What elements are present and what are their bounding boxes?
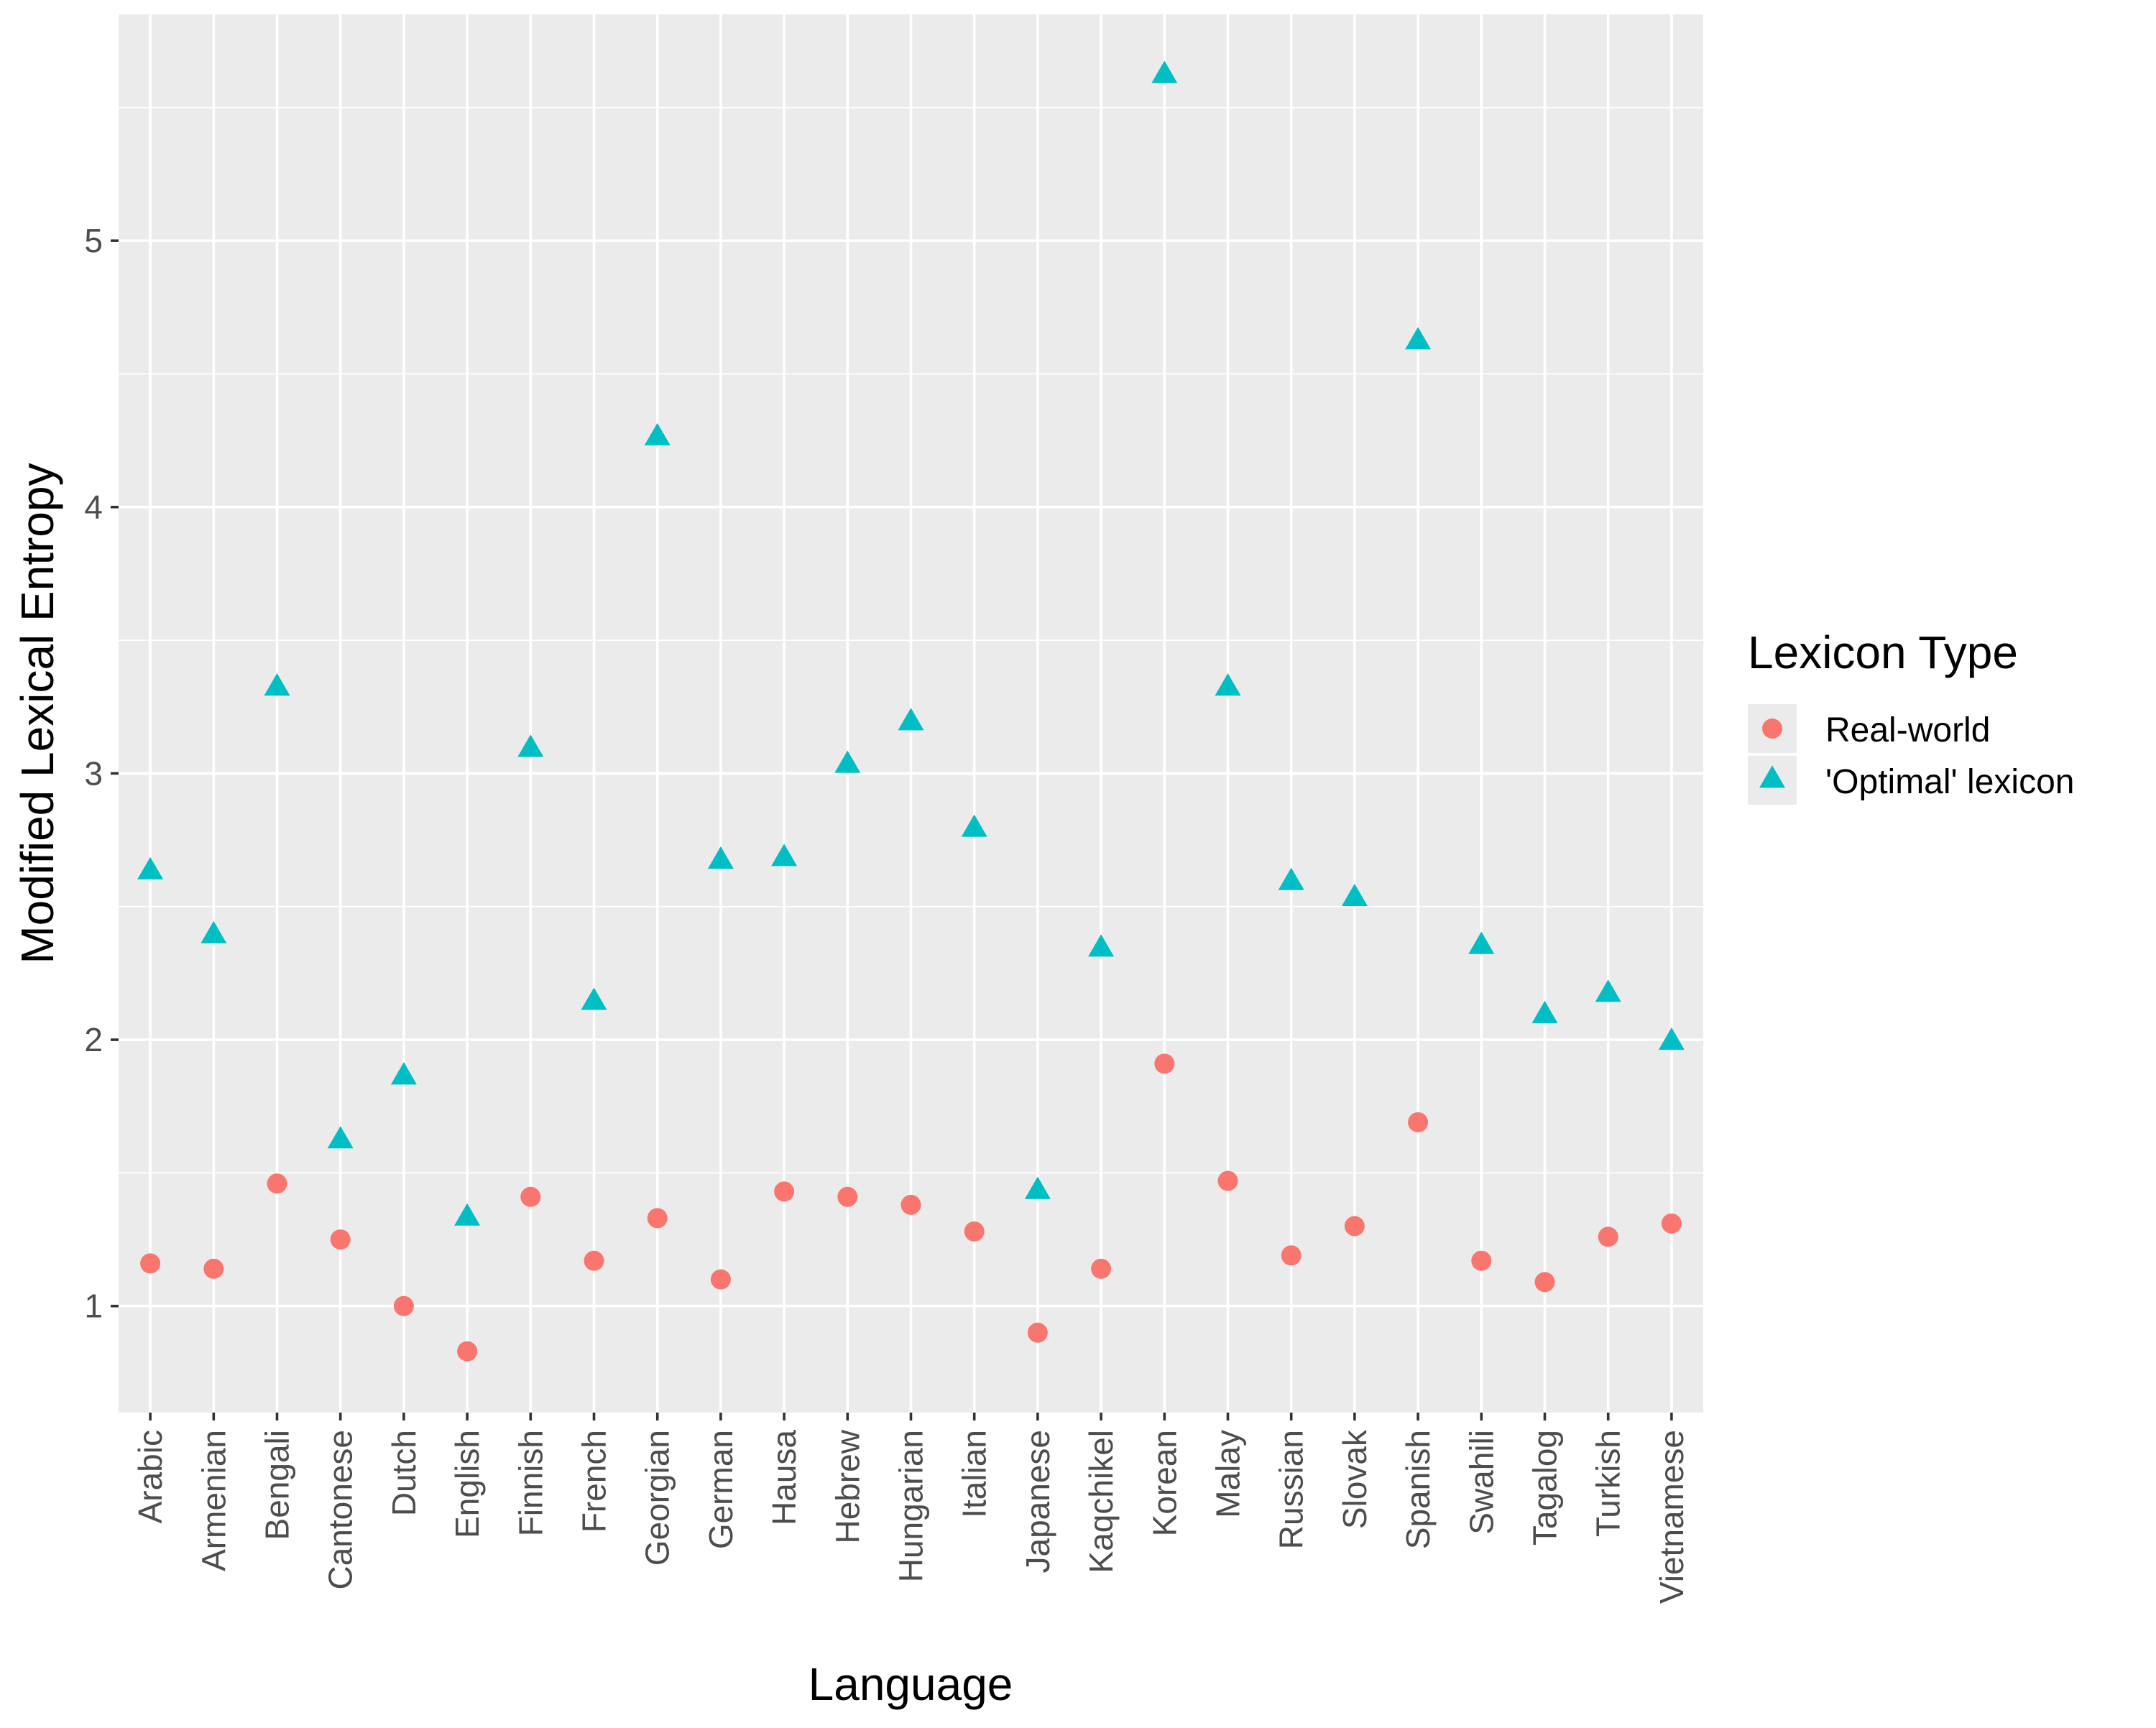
point-optimal-japanese [1024, 1176, 1051, 1199]
point-optimal-french [581, 987, 607, 1010]
point-real-world-dutch [393, 1295, 414, 1316]
x-tick-label: Georgian [639, 1430, 676, 1566]
x-tick-label: Finnish [512, 1430, 549, 1536]
x-tick-label: Swahili [1462, 1430, 1500, 1535]
point-real-world-armenian [203, 1258, 224, 1279]
legend-label-optimal: 'Optimal' lexicon [1825, 763, 2074, 801]
legend-key-optimal [1759, 765, 1785, 788]
point-real-world-korean [1154, 1053, 1175, 1074]
legend-title: Lexicon Type [1748, 627, 2018, 678]
point-real-world-cantonese [330, 1229, 351, 1250]
x-tick-label: Hebrew [829, 1429, 866, 1543]
point-real-world-japanese [1027, 1322, 1048, 1343]
point-optimal-german [707, 846, 734, 869]
point-optimal-english [454, 1203, 481, 1226]
point-optimal-cantonese [327, 1126, 354, 1149]
point-real-world-arabic [140, 1253, 161, 1274]
x-tick-label: Turkish [1590, 1430, 1627, 1537]
point-optimal-georgian [644, 422, 671, 445]
y-tick-label: 2 [84, 1021, 103, 1058]
legend: Lexicon Type Real-world 'Optimal' lexico… [1748, 627, 2074, 805]
x-tick-label: Kaqchikel [1082, 1430, 1120, 1573]
point-real-world-russian [1281, 1245, 1302, 1266]
x-tick-label: Japanese [1019, 1430, 1056, 1574]
point-optimal-arabic [137, 856, 164, 879]
y-tick-label: 5 [84, 222, 103, 259]
x-tick-label: Cantonese [322, 1430, 359, 1590]
point-optimal-hungarian [898, 708, 924, 731]
point-real-world-slovak [1344, 1216, 1365, 1237]
legend-keys [1759, 719, 1785, 788]
point-real-world-english [457, 1341, 478, 1362]
point-real-world-malay [1217, 1170, 1238, 1191]
x-tick-label: Bengali [259, 1430, 296, 1540]
y-axis-title: Modified Lexical Entropy [11, 463, 63, 964]
x-tick-label: Malay [1210, 1430, 1247, 1518]
x-tick-label: Dutch [385, 1430, 423, 1516]
point-real-world-hausa [774, 1181, 795, 1202]
axes: 1 2 3 4 5 Arabic Armenian Bengali Cantonese Dutch… [84, 222, 1690, 1604]
y-tick-label: 1 [84, 1288, 103, 1325]
point-real-world-turkish [1598, 1226, 1618, 1247]
point-optimal-finnish [517, 734, 544, 757]
point-optimal-turkish [1595, 979, 1621, 1002]
point-optimal-vietnamese [1658, 1027, 1685, 1050]
x-tick-label: English [448, 1430, 486, 1538]
x-tick-label: Korean [1146, 1430, 1183, 1536]
point-optimal-russian [1278, 867, 1304, 890]
point-real-world-hebrew [837, 1186, 858, 1207]
x-tick-label: Slovak [1336, 1429, 1373, 1529]
point-optimal-malay [1215, 673, 1241, 696]
point-real-world-kaqchikel [1091, 1258, 1112, 1279]
legend-label-real-world: Real-world [1825, 711, 1990, 749]
point-optimal-armenian [201, 920, 227, 943]
point-real-world-bengali [267, 1173, 287, 1194]
x-tick-label: French [576, 1430, 613, 1533]
point-optimal-korean [1151, 60, 1178, 83]
x-axis-title: Language [808, 1658, 1013, 1710]
point-optimal-kaqchikel [1088, 934, 1115, 957]
point-optimal-dutch [390, 1062, 417, 1085]
point-optimal-slovak [1341, 883, 1368, 906]
point-real-world-spanish [1408, 1112, 1429, 1132]
legend-key-real-world [1762, 719, 1782, 739]
data-points [137, 60, 1685, 1362]
grid-lines [119, 14, 1703, 1413]
point-real-world-german [710, 1269, 731, 1290]
point-optimal-spanish [1405, 327, 1432, 350]
point-optimal-bengali [264, 673, 290, 696]
x-tick-label: Arabic [132, 1430, 169, 1523]
point-real-world-finnish [520, 1186, 541, 1207]
x-tick-label: Russian [1273, 1430, 1310, 1549]
point-optimal-swahili [1468, 931, 1495, 954]
point-real-world-georgian [647, 1208, 668, 1229]
point-optimal-tagalog [1531, 1000, 1558, 1024]
point-real-world-swahili [1471, 1250, 1492, 1271]
point-real-world-vietnamese [1661, 1213, 1682, 1234]
x-tick-label: Italian [956, 1430, 993, 1518]
point-real-world-hungarian [900, 1194, 921, 1215]
point-optimal-hausa [771, 844, 798, 867]
x-tick-label: Hungarian [893, 1430, 930, 1582]
x-tick-label: Tagalog [1526, 1430, 1564, 1546]
x-tick-label: Vietnamese [1653, 1430, 1690, 1604]
y-tick-label: 4 [84, 489, 103, 526]
point-real-world-french [584, 1250, 604, 1271]
point-real-world-italian [964, 1221, 985, 1242]
y-tick-label: 3 [84, 754, 103, 792]
x-tick-label: Hausa [765, 1430, 803, 1525]
point-optimal-italian [961, 814, 987, 837]
x-tick-label: Spanish [1399, 1430, 1437, 1549]
x-tick-label: German [702, 1430, 740, 1549]
x-tick-label: Armenian [195, 1430, 232, 1571]
point-real-world-tagalog [1534, 1272, 1555, 1293]
point-optimal-hebrew [834, 750, 861, 773]
